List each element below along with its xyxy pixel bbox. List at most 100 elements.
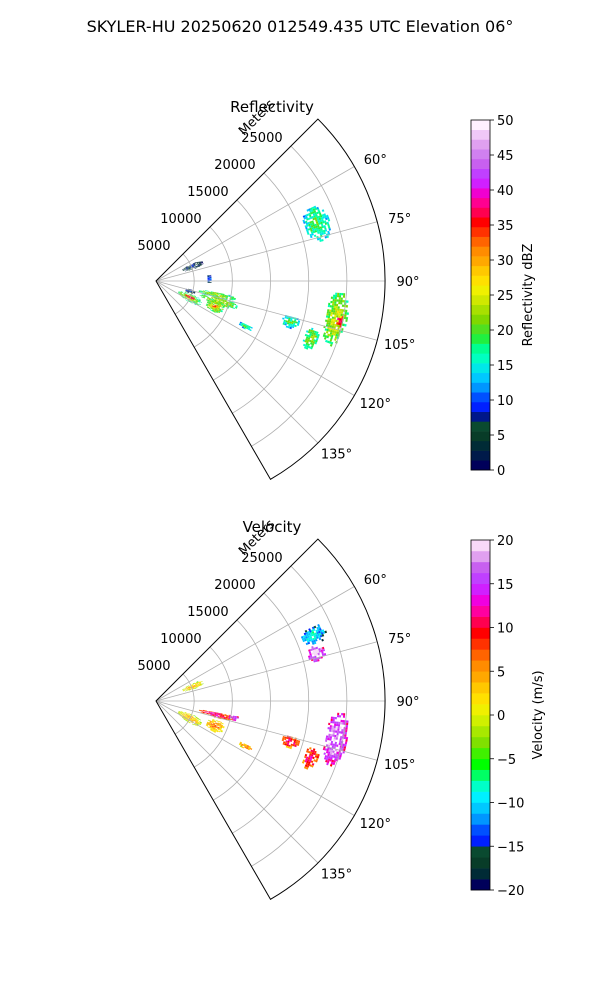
echo-gate <box>194 687 197 689</box>
echo-gate <box>308 755 311 758</box>
echo-gate <box>206 303 209 305</box>
echo-gate <box>317 635 321 639</box>
echo-region <box>228 714 239 722</box>
echo-gate <box>310 333 314 337</box>
range-ring <box>213 199 271 381</box>
echo-gate <box>184 689 187 691</box>
echo-gate <box>323 332 326 336</box>
echo-gate <box>212 293 215 295</box>
echo-gate <box>193 724 196 726</box>
echo-gate <box>318 210 321 214</box>
echo-gate <box>333 760 336 764</box>
echo-gate <box>196 685 199 688</box>
echo-gate <box>341 328 344 331</box>
echo-gate <box>204 292 207 294</box>
echo-gate <box>192 717 195 719</box>
echo-gate <box>321 653 325 657</box>
colorbar-bin <box>471 421 490 432</box>
echo-gate <box>330 718 333 722</box>
range-tick-label: 5000 <box>137 659 170 674</box>
echo-gate <box>218 292 221 295</box>
echo-gate <box>284 736 287 739</box>
echo-gate <box>288 737 291 740</box>
echo-gate <box>291 325 295 329</box>
echo-gate <box>198 265 201 268</box>
echo-gate <box>339 738 342 741</box>
range-tick-label: 15000 <box>187 185 228 200</box>
echo-gate <box>345 729 348 733</box>
echo-gate <box>186 688 189 690</box>
colorbar-bin <box>471 120 490 131</box>
echo-gate <box>318 625 321 629</box>
echo-gate <box>201 263 204 265</box>
echo-gate <box>187 295 190 297</box>
echo-gate <box>314 649 317 652</box>
echo-gate <box>307 637 311 640</box>
echo-gate <box>304 214 308 218</box>
echo-gate <box>290 318 293 321</box>
echo-gate <box>220 714 223 716</box>
echo-gate <box>215 301 218 304</box>
echo-gate <box>182 689 185 691</box>
echo-gate <box>339 317 342 321</box>
colorbar-bin <box>471 715 490 727</box>
echo-gate <box>330 756 333 760</box>
echo-gate <box>183 295 186 297</box>
colorbar-tick-label: 45 <box>497 149 514 164</box>
echo-gate <box>190 718 193 720</box>
echo-gate <box>187 291 190 293</box>
echo-gate <box>197 722 200 724</box>
echo-gate <box>327 317 330 321</box>
echo-gate <box>332 718 335 722</box>
colorbar-bin <box>471 168 490 179</box>
echo-gate <box>188 266 191 269</box>
echo-gate <box>306 638 309 641</box>
echo-gate <box>216 305 219 308</box>
echo-gate <box>328 320 332 323</box>
echo-gate <box>179 712 182 715</box>
echo-gate <box>208 722 212 724</box>
echo-gate <box>210 727 213 730</box>
echo-gate <box>210 293 213 295</box>
echo-gate <box>194 267 197 269</box>
echo-gate <box>282 742 285 745</box>
colorbar-bin <box>471 605 490 617</box>
echo-gate <box>330 320 334 324</box>
echo-gate <box>209 276 212 278</box>
echo-gate <box>332 296 335 300</box>
colorbar-bin <box>471 343 490 354</box>
echo-gate <box>209 300 212 302</box>
echo-gate <box>328 322 331 326</box>
echo-gate <box>302 639 305 643</box>
echo-gate <box>210 724 213 726</box>
echo-gate <box>316 218 320 221</box>
echo-gate <box>220 714 223 717</box>
echo-gate <box>242 744 246 747</box>
echo-gate <box>198 681 201 684</box>
echo-gate <box>190 299 193 301</box>
echo-gate <box>186 689 189 691</box>
echo-gate <box>320 223 324 227</box>
echo-gate <box>338 721 341 725</box>
colorbar-bin <box>471 791 490 803</box>
echo-gate <box>323 220 327 223</box>
echo-gate <box>183 293 186 296</box>
echo-gate <box>320 216 324 220</box>
echo-gate <box>196 686 199 688</box>
echo-gate <box>329 338 333 342</box>
colorbar-label: Reflectivity dBZ <box>521 244 536 347</box>
echo-gate <box>331 325 335 329</box>
echo-gate <box>332 301 335 304</box>
echo-gate <box>209 301 212 304</box>
echo-gate <box>327 223 330 227</box>
echo-gate <box>186 291 189 293</box>
echo-gate <box>218 306 221 308</box>
echo-gate <box>179 292 182 295</box>
echo-gate <box>332 755 336 759</box>
echo-gate <box>205 304 208 307</box>
echo-gate <box>198 300 201 302</box>
echo-gate <box>213 722 216 724</box>
echo-gate <box>322 747 326 751</box>
echo-gate <box>210 292 213 294</box>
echo-gate <box>212 299 215 301</box>
